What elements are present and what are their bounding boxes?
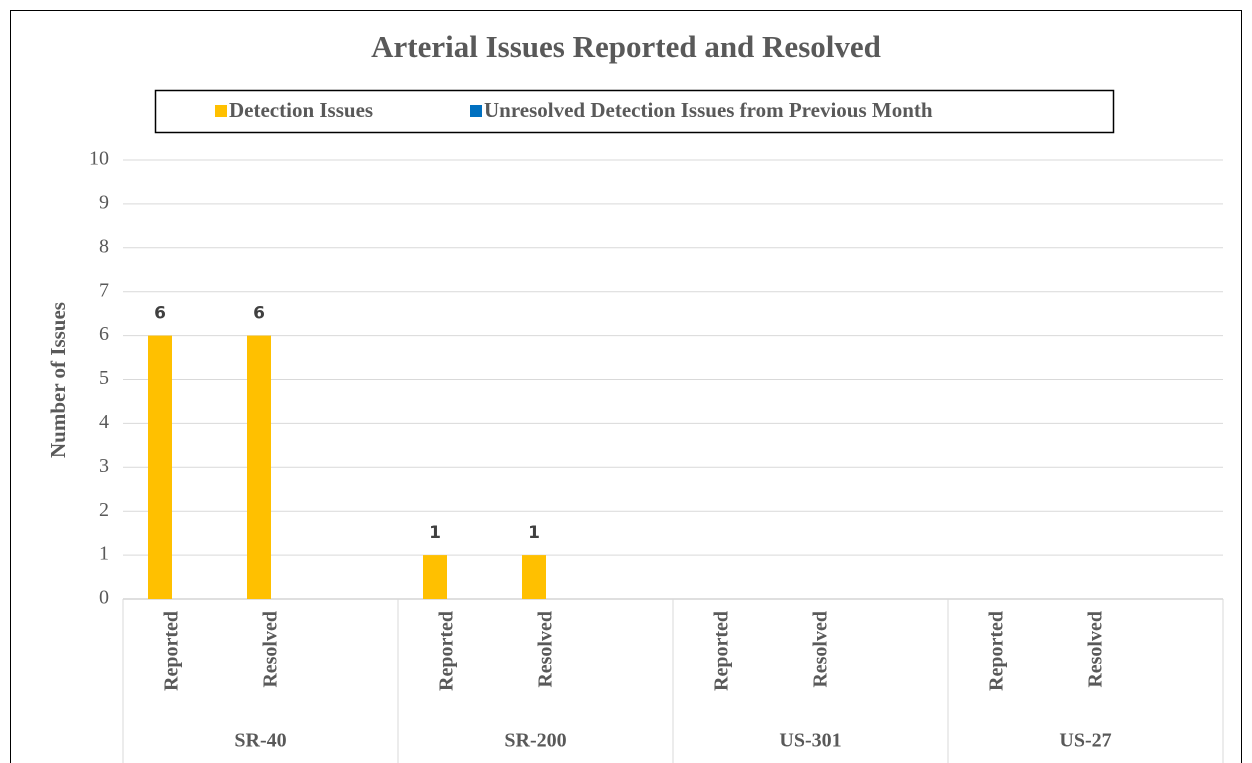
group-label: SR-40 xyxy=(234,730,286,752)
data-label: 6 xyxy=(253,304,265,324)
x-tick-label: Reported xyxy=(986,611,1008,691)
legend-swatch xyxy=(470,105,482,117)
data-label: 1 xyxy=(429,523,441,543)
bar xyxy=(423,555,447,599)
y-tick-label: 0 xyxy=(99,587,109,609)
y-tick-label: 2 xyxy=(99,499,109,521)
y-tick-label: 7 xyxy=(99,279,109,301)
bar xyxy=(247,335,271,599)
y-axis-label: Number of Issues xyxy=(46,302,70,458)
y-tick-label: 5 xyxy=(99,367,109,389)
x-tick-label: Reported xyxy=(436,611,458,691)
group-label: SR-200 xyxy=(504,730,566,752)
legend-label: Detection Issues xyxy=(229,98,373,122)
bar xyxy=(522,555,546,599)
y-tick-label: 4 xyxy=(99,411,109,433)
y-tick-label: 9 xyxy=(99,191,109,213)
x-tick-label: Reported xyxy=(161,611,183,691)
y-tick-label: 1 xyxy=(99,543,109,565)
x-tick-label: Resolved xyxy=(1085,611,1107,688)
y-tick-label: 3 xyxy=(99,455,109,477)
x-tick-label: Reported xyxy=(711,611,733,691)
y-tick-label: 6 xyxy=(99,323,109,345)
legend-box xyxy=(154,89,1115,134)
data-label: 1 xyxy=(528,523,540,543)
x-tick-label: Resolved xyxy=(535,611,557,688)
legend-swatch xyxy=(215,105,227,117)
data-label: 6 xyxy=(154,304,166,324)
group-label: US-27 xyxy=(1059,730,1111,752)
y-tick-label: 8 xyxy=(99,235,109,257)
chart-border xyxy=(10,10,1242,763)
legend-label: Unresolved Detection Issues from Previou… xyxy=(484,98,933,122)
bar xyxy=(148,335,172,599)
x-tick-label: Resolved xyxy=(810,611,832,688)
y-tick-label: 10 xyxy=(89,148,109,170)
x-tick-label: Resolved xyxy=(260,611,282,688)
group-label: US-301 xyxy=(779,730,841,752)
chart-title: Arterial Issues Reported and Resolved xyxy=(371,29,881,64)
